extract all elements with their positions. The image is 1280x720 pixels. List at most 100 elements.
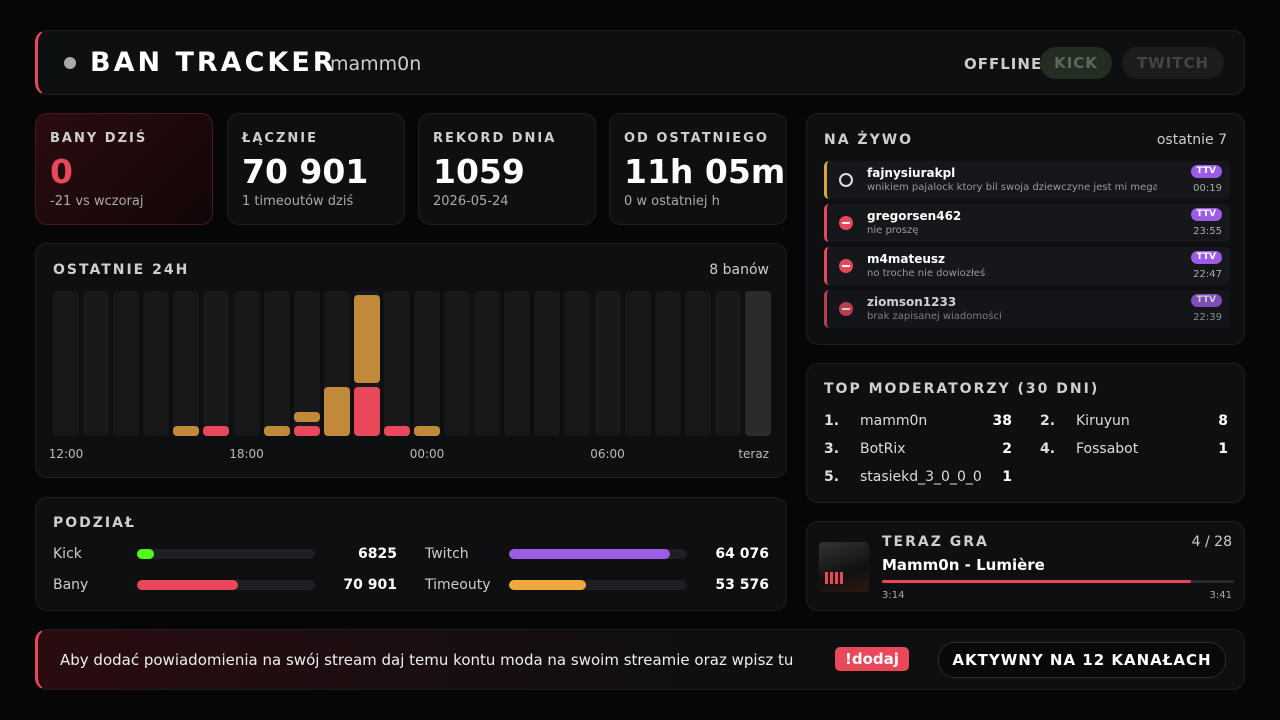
- mod-name: BotRix: [860, 441, 906, 457]
- live-entry: ziomson1233 brak zapisanej wiadomości TTV 2…: [824, 290, 1230, 328]
- bar-segment: [414, 426, 441, 436]
- bar-segment: [323, 387, 350, 436]
- bar-slot: [744, 291, 771, 436]
- stat-card: ŁĄCZNIE 70 901 1 timeoutów dziś: [227, 113, 405, 225]
- stat-card: BANY DZIŚ 0 -21 vs wczoraj: [35, 113, 213, 225]
- moderators-card: TOP MODERATORZY (30 DNI) 1. mamm0n 38 2. Kiru…: [806, 363, 1245, 503]
- bar-slot: [53, 291, 80, 436]
- stat-value: 1059: [433, 152, 525, 191]
- now-playing-position: 4 / 28: [1191, 534, 1232, 550]
- entry-user: fajnysiurakpl: [867, 166, 956, 180]
- mod-name: stasiekd_3_0_0_0: [860, 469, 982, 485]
- bar-slot: [203, 291, 230, 436]
- entry-time: 00:19: [1193, 183, 1222, 194]
- mod-name: Fossabot: [1076, 441, 1139, 457]
- progress-fill: [882, 580, 1191, 583]
- bar-slot: [444, 291, 471, 436]
- bar-slot: [143, 291, 170, 436]
- platform-button[interactable]: KICK: [1040, 47, 1112, 79]
- mod-count: 1: [1218, 441, 1228, 457]
- bar-segment: [383, 426, 410, 436]
- breakdown-value: 53 576: [715, 577, 769, 593]
- user: mamm0n: [330, 53, 422, 75]
- breakdown-value: 70 901: [343, 577, 397, 593]
- breakdown-name: Timeouty: [425, 577, 491, 593]
- status-dot: [64, 57, 76, 69]
- breakdown-name: Twitch: [425, 546, 469, 562]
- mod-rank: 2.: [1040, 413, 1056, 429]
- stat-label: BANY DZIŚ: [50, 131, 148, 146]
- live-card: NA ŻYWO ostatnie 7 fajnysiurakpl wnikiem pa…: [806, 113, 1245, 345]
- mod-rank: 3.: [824, 441, 840, 457]
- stat-sub: 0 w ostatniej h: [624, 194, 720, 209]
- entry-user: ziomson1233: [867, 295, 957, 309]
- stat-value: 11h 05m: [624, 152, 786, 191]
- platform-button[interactable]: TWITCH: [1122, 47, 1224, 79]
- breakdown-track: [137, 549, 315, 559]
- mod-rank: 5.: [824, 469, 840, 485]
- bar-segment: [203, 426, 230, 436]
- album-art-bars: [825, 572, 843, 584]
- entry-icon: [839, 173, 853, 187]
- breakdown-value: 64 076: [715, 546, 769, 562]
- x-tick-label: 12:00: [48, 447, 84, 461]
- entry-user: gregorsen462: [867, 209, 962, 223]
- breakdown-title: PODZIAŁ: [53, 515, 136, 531]
- title: BAN TRACKER: [90, 47, 337, 78]
- breakdown-fill: [509, 549, 670, 559]
- breakdown-name: Bany: [53, 577, 89, 593]
- bar-slot: [714, 291, 741, 436]
- bar-slot: [654, 291, 681, 436]
- entry-platform: TTV: [1190, 251, 1222, 264]
- live-title: NA ŻYWO: [824, 132, 914, 148]
- album-art: [819, 542, 869, 592]
- stat-value: 70 901: [242, 152, 369, 191]
- stat-label: ŁĄCZNIE: [242, 131, 318, 146]
- entry-time: 23:55: [1193, 226, 1222, 237]
- command[interactable]: !dodaj: [835, 647, 909, 671]
- live-entry: fajnysiurakpl wnikiem pajalock ktory bil …: [824, 161, 1230, 199]
- mod-count: 38: [992, 413, 1012, 429]
- mod-count: 8: [1218, 413, 1228, 429]
- footer: Aby dodać powiadomienia na swój stream d…: [35, 629, 1245, 690]
- entry-message: nie proszę: [867, 225, 919, 236]
- stat-card: OD OSTATNIEGO 11h 05m 0 w ostatniej h: [609, 113, 787, 225]
- x-tick-label: 18:00: [229, 447, 264, 461]
- entry-icon-bar: [842, 222, 850, 224]
- stat-sub: 2026-05-24: [433, 194, 509, 209]
- mod-rank: 4.: [1040, 441, 1056, 457]
- live-subtitle: ostatnie 7: [1156, 132, 1227, 148]
- entry-time: 22:47: [1193, 269, 1222, 280]
- entry-platform: TTV: [1190, 294, 1222, 307]
- bar-slot: [684, 291, 711, 436]
- bar-slot: [83, 291, 110, 436]
- entry-platform: TTV: [1190, 165, 1222, 178]
- bar-slot: [414, 291, 441, 436]
- duration: 3:41: [1209, 590, 1232, 601]
- live-entry: m4mateusz no troche nie dowiozłeś TTV 22:47: [824, 247, 1230, 285]
- bar-segment: [263, 426, 290, 436]
- bar-segment: [353, 387, 380, 436]
- bar-slot: [534, 291, 561, 436]
- mod-name: Kiruyun: [1076, 413, 1130, 429]
- x-tick-label: 06:00: [590, 447, 625, 461]
- active-badge: AKTYWNY NA 12 KANAŁACH: [938, 642, 1226, 678]
- bar-slot: [173, 291, 200, 436]
- mod-count: 1: [1002, 469, 1012, 485]
- track-title: Mamm0n - Lumière: [882, 556, 1045, 574]
- entry-message: no troche nie dowiozłeś: [867, 268, 986, 279]
- entry-icon-bar: [842, 308, 850, 310]
- stat-label: REKORD DNIA: [433, 131, 557, 146]
- breakdown-track: [509, 580, 687, 590]
- mod-rank: 1.: [824, 413, 840, 429]
- now-playing-label: TERAZ GRA: [882, 534, 989, 550]
- stat-sub: 1 timeoutów dziś: [242, 194, 354, 209]
- bar-segment: [293, 426, 320, 436]
- breakdown-fill: [137, 549, 155, 559]
- entry-platform: TTV: [1190, 208, 1222, 221]
- entry-user: m4mateusz: [867, 252, 945, 266]
- bar-slot: [233, 291, 260, 436]
